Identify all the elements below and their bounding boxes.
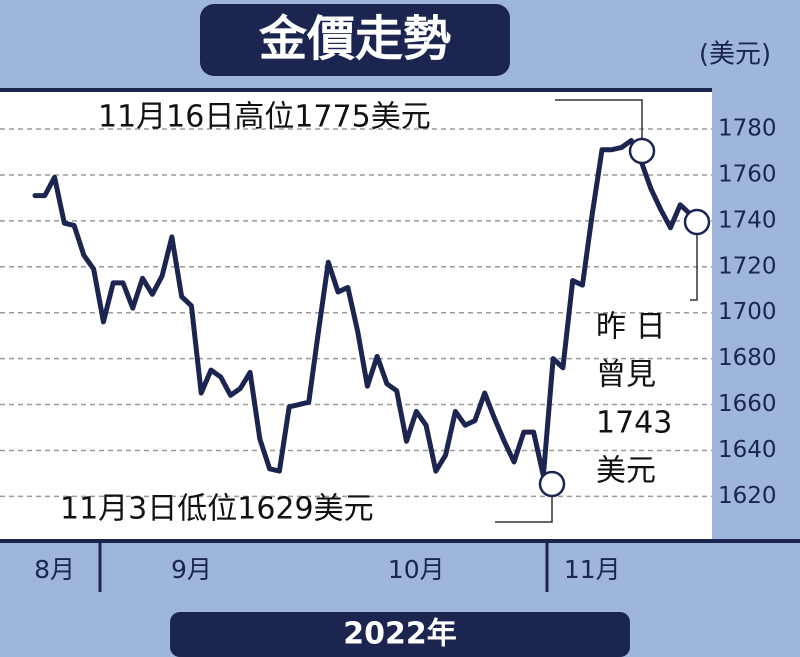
x-tick-label: 10月 xyxy=(388,555,445,584)
annotation: 美元 xyxy=(596,454,656,489)
leader-line xyxy=(495,496,553,523)
highlight-circle xyxy=(538,470,566,498)
y-tick-label: 1740 xyxy=(718,207,777,233)
annotation: 11月16日高位1775美元 xyxy=(98,100,431,135)
highlight-circle xyxy=(683,208,711,236)
y-tick-label: 1660 xyxy=(718,391,777,417)
annotation: 1743 xyxy=(596,406,672,441)
chart-title: 金價走勢 xyxy=(258,11,451,67)
price-line xyxy=(32,138,693,479)
title-banner xyxy=(200,4,510,76)
x-tick-label: 11月 xyxy=(564,555,621,584)
y-tick-label: 1640 xyxy=(718,437,777,463)
x-tick-label: 8月 xyxy=(34,555,75,584)
annotation: 11月3日低位1629美元 xyxy=(60,492,374,527)
highlight-circle xyxy=(628,137,656,165)
y-tick-label: 1620 xyxy=(718,483,777,509)
y-tick-label: 1780 xyxy=(718,116,777,142)
annotation: 曾見 xyxy=(596,358,656,393)
y-tick-label: 1720 xyxy=(718,253,777,279)
leader-line xyxy=(555,99,643,140)
x-axis-label: 2022年 xyxy=(343,617,457,652)
y-tick-label: 1700 xyxy=(718,299,777,325)
x-tick-label: 9月 xyxy=(171,555,212,584)
leader-line xyxy=(690,234,698,301)
annotation: 昨 日 xyxy=(596,310,666,345)
x-axis-banner xyxy=(170,612,630,657)
y-axis-label: (美元) xyxy=(699,40,771,70)
y-tick-label: 1760 xyxy=(718,161,777,187)
y-tick-label: 1680 xyxy=(718,345,777,371)
